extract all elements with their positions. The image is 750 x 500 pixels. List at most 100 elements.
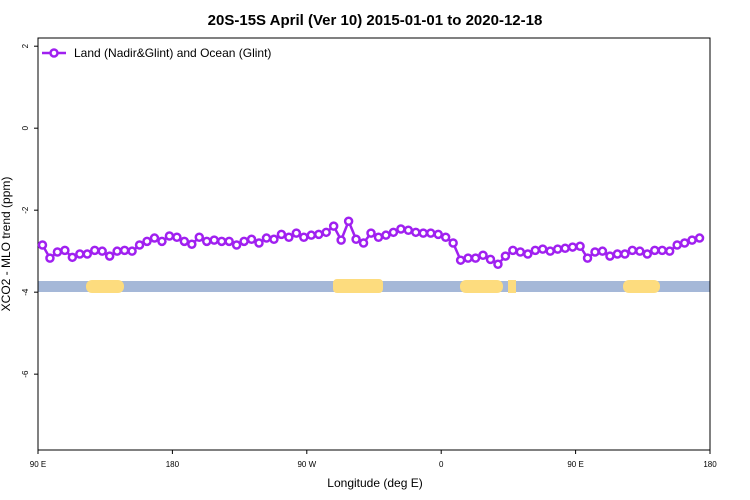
data-point	[463, 253, 473, 263]
data-point	[455, 255, 466, 265]
data-point	[67, 252, 78, 263]
data-point	[291, 228, 302, 238]
data-point	[425, 228, 436, 238]
data-point	[119, 245, 130, 256]
data-point	[336, 235, 346, 245]
x-axis-label: Longitude (deg E)	[327, 476, 422, 490]
data-point	[635, 246, 645, 256]
x-tick-label: 90 E	[567, 460, 583, 469]
data-point	[627, 245, 638, 256]
data-point	[306, 230, 317, 240]
data-point	[127, 246, 137, 256]
data-point	[605, 251, 615, 261]
data-point	[75, 249, 85, 259]
data-point	[411, 227, 421, 238]
data-point	[515, 247, 526, 257]
x-tick-label: 90 E	[30, 460, 46, 469]
data-point	[149, 233, 160, 243]
data-point	[560, 243, 570, 254]
data-point	[239, 236, 249, 247]
data-point	[485, 254, 496, 265]
data-point	[104, 251, 115, 261]
data-point	[351, 234, 361, 245]
chart-title: 20S-15S April (Ver 10) 2015-01-01 to 202…	[208, 12, 543, 29]
land-ocean-strip	[38, 279, 710, 293]
y-tick-label: 2	[21, 43, 30, 48]
data-point	[164, 231, 175, 241]
data-point	[403, 225, 414, 236]
data-point	[545, 246, 555, 256]
data-point	[246, 234, 257, 245]
land-patch	[508, 280, 516, 293]
data-point	[537, 244, 548, 254]
data-point	[657, 245, 667, 256]
data-point	[612, 249, 623, 259]
data-point	[664, 246, 675, 256]
y-tick-label: -2	[21, 206, 30, 214]
data-point	[590, 247, 600, 257]
data-point	[45, 253, 55, 263]
land-patch	[460, 280, 503, 293]
data-point	[89, 245, 100, 256]
data-point	[194, 232, 205, 242]
data-point	[157, 236, 167, 247]
data-point	[216, 236, 227, 247]
data-point	[224, 236, 234, 247]
data-point	[52, 247, 63, 257]
data-point	[523, 249, 533, 259]
data-point	[328, 221, 339, 231]
data-point	[433, 229, 443, 240]
land-patch	[623, 280, 660, 293]
data-point	[254, 238, 264, 248]
data-point	[642, 249, 653, 259]
data-point	[187, 239, 197, 249]
data-point	[694, 233, 705, 243]
data-point	[142, 236, 152, 247]
data-point	[231, 240, 242, 250]
data-point	[261, 233, 272, 243]
data-point	[82, 249, 93, 259]
data-point	[575, 241, 585, 252]
data-point	[37, 240, 48, 250]
data-point	[201, 236, 212, 247]
data-point	[172, 232, 182, 242]
data-point	[321, 227, 331, 238]
data-point	[440, 232, 451, 242]
data-point	[597, 246, 608, 256]
legend-marker	[49, 48, 59, 58]
data-point	[60, 245, 70, 256]
x-tick-label: 180	[166, 460, 180, 469]
data-point	[508, 245, 518, 256]
data-point	[530, 245, 541, 256]
data-point	[567, 242, 578, 252]
data-point	[313, 229, 324, 240]
x-tick-label: 90 W	[297, 460, 316, 469]
y-tick-label: -6	[21, 370, 30, 378]
data-point	[112, 246, 122, 256]
data-point	[97, 246, 107, 256]
data-point	[649, 245, 660, 256]
x-tick-label: 180	[703, 460, 717, 469]
x-tick-label: 0	[439, 460, 444, 469]
data-point	[388, 227, 399, 238]
data-point	[396, 224, 406, 234]
data-point	[381, 230, 391, 240]
data-point	[493, 259, 503, 270]
data-point	[679, 238, 690, 248]
data-point	[470, 253, 481, 263]
data-point	[552, 244, 563, 254]
land-patch	[333, 279, 383, 293]
data-point	[179, 236, 190, 247]
data-point	[343, 216, 354, 226]
data-point	[299, 232, 309, 242]
land-patch	[86, 280, 124, 293]
data-point	[672, 240, 682, 250]
data-point	[366, 228, 376, 238]
data-point	[418, 228, 429, 238]
y-tick-label: 0	[21, 125, 30, 130]
data-point	[687, 235, 697, 245]
data-point	[448, 238, 458, 248]
data-point	[269, 234, 279, 245]
legend-label: Land (Nadir&Glint) and Ocean (Glint)	[74, 46, 271, 60]
